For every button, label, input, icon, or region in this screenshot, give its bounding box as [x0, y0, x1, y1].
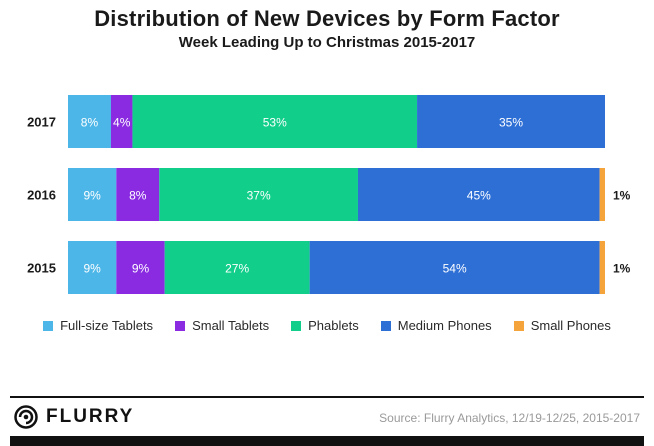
bar-2015-small-tablets: [116, 241, 165, 294]
bar-2017-medium-phones: [417, 95, 605, 148]
data-label-2015-full-size-tablets: 9%: [83, 262, 101, 276]
source-note: Source: Flurry Analytics, 12/19-12/25, 2…: [379, 411, 640, 425]
brand-name: FLURRY: [46, 406, 135, 427]
chart-title: Distribution of New Devices by Form Fact…: [94, 6, 560, 31]
data-label-2017-phablets: 53%: [263, 116, 287, 130]
data-label-2016-small-phones: 1%: [613, 189, 631, 203]
data-label-2017-medium-phones: 35%: [499, 116, 523, 130]
data-label-2016-phablets: 37%: [247, 189, 271, 203]
legend-item-small-phones: Small Phones: [513, 318, 611, 333]
bar-2016-small-tablets: [116, 168, 160, 221]
legend-label: Medium Phones: [397, 318, 492, 333]
legend-swatch: [43, 320, 54, 331]
footer-divider-top: [10, 396, 644, 398]
legend-swatch: [175, 320, 186, 331]
category-label-2017: 2017: [27, 115, 56, 130]
bar-2017-phablets: [132, 95, 418, 148]
legend-label: Full-size Tablets: [60, 318, 154, 333]
data-label-2015-phablets: 27%: [225, 262, 249, 276]
bar-2017-full-size-tablets: [68, 95, 111, 148]
flurry-logo: FLURRY: [14, 405, 134, 429]
bar-2015-full-size-tablets: [68, 241, 117, 294]
legend: Full-size Tablets Small Tablets Phablets…: [0, 318, 654, 333]
bar-2016-phablets: [159, 168, 358, 221]
data-label-2015-small-phones: 1%: [613, 262, 631, 276]
legend-swatch: [513, 320, 524, 331]
category-label-2015: 2015: [27, 261, 56, 276]
chart-subtitle: Week Leading Up to Christmas 2015-2017: [178, 34, 476, 51]
flurry-swirl-icon: [14, 405, 38, 429]
bar-2016-medium-phones: [357, 168, 600, 221]
legend-label: Phablets: [308, 318, 359, 333]
legend-item-phablets: Phablets: [291, 318, 359, 333]
data-label-2016-small-tablets: 8%: [129, 189, 147, 203]
bar-2015-small-phones: [599, 241, 605, 294]
legend-swatch: [291, 320, 302, 331]
category-label-2016: 2016: [27, 188, 56, 203]
data-label-2017-small-tablets: 4%: [113, 116, 131, 130]
bar-2017-small-tablets: [110, 95, 133, 148]
data-label-2015-small-tablets: 9%: [132, 262, 150, 276]
data-label-2016-full-size-tablets: 9%: [83, 189, 101, 203]
legend-swatch: [380, 320, 391, 331]
bar-2015-medium-phones: [309, 241, 600, 294]
legend-item-full-size-tablets: Full-size Tablets: [43, 318, 153, 333]
data-label-2016-medium-phones: 45%: [467, 189, 491, 203]
stacked-bar-chart: 2017 8% 4% 53% 35% 2016 9% 8% 37% 45% 1% 2015 9% 9% 27…: [27, 95, 631, 294]
bar-2015-phablets: [164, 241, 310, 294]
legend-item-small-tablets: Small Tablets: [175, 318, 269, 333]
legend-label: Small Phones: [530, 318, 611, 333]
legend-item-medium-phones: Medium Phones: [380, 318, 492, 333]
footer-divider-bottom: [10, 436, 644, 446]
bar-2016-small-phones: [599, 168, 605, 221]
data-label-2015-medium-phones: 54%: [443, 262, 467, 276]
data-label-2017-full-size-tablets: 8%: [81, 116, 99, 130]
bar-2016-full-size-tablets: [68, 168, 117, 221]
legend-label: Small Tablets: [192, 318, 270, 333]
